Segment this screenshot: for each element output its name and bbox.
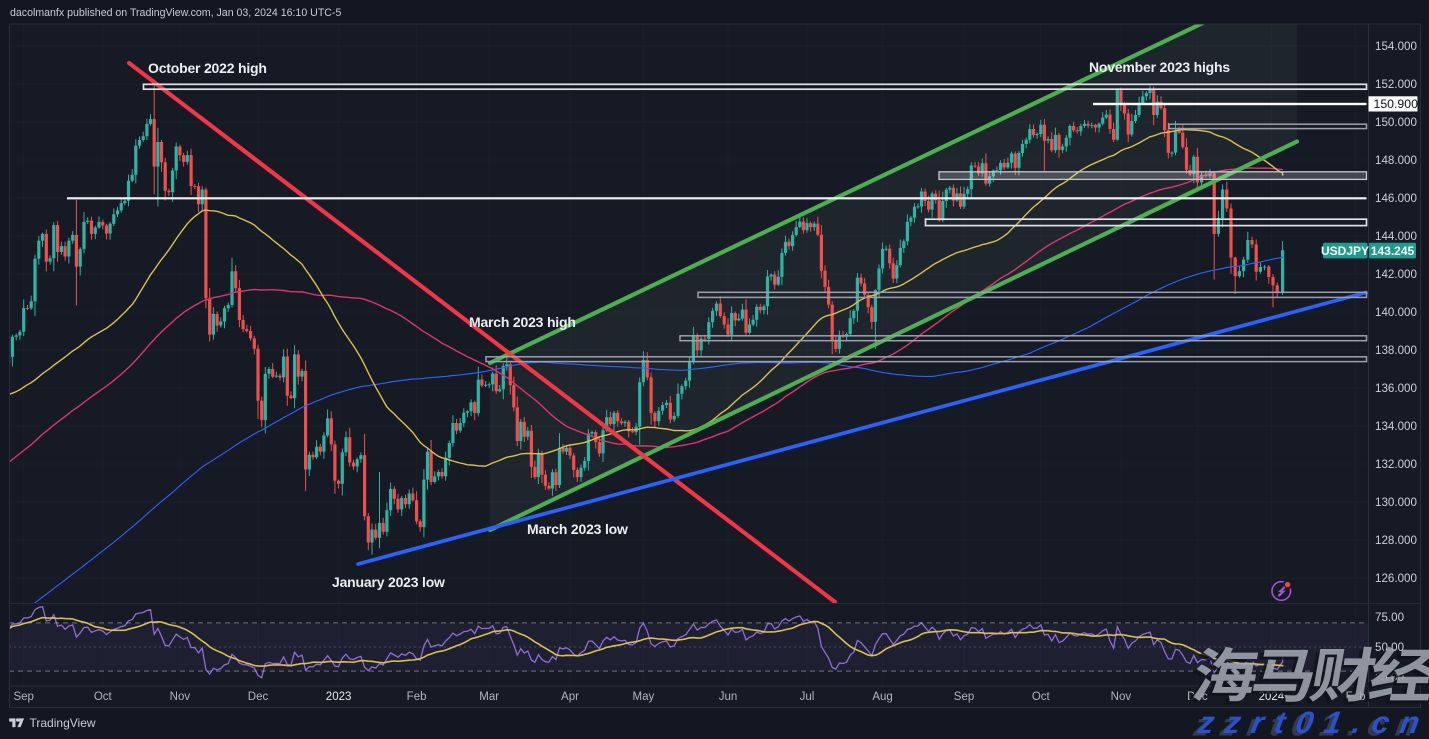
svg-text:Sep: Sep xyxy=(13,691,33,703)
svg-text:zzrt01.cn: zzrt01.cn xyxy=(1190,708,1429,739)
svg-text:May: May xyxy=(633,691,655,703)
svg-text:Jun: Jun xyxy=(719,691,738,703)
svg-text:March 2023 high: March 2023 high xyxy=(469,314,576,330)
svg-text:152.000: 152.000 xyxy=(1375,78,1417,91)
svg-text:Mar: Mar xyxy=(479,691,499,703)
svg-text:142.000: 142.000 xyxy=(1375,268,1417,281)
svg-text:126.000: 126.000 xyxy=(1375,572,1417,585)
svg-text:154.000: 154.000 xyxy=(1375,40,1417,53)
svg-text:Dec: Dec xyxy=(248,691,269,703)
svg-text:Jul: Jul xyxy=(800,691,815,703)
svg-text:zzrt01.cn: zzrt01.cn xyxy=(1195,705,1429,739)
svg-text:132.000: 132.000 xyxy=(1375,458,1417,471)
svg-text:Nov: Nov xyxy=(170,691,191,703)
svg-text:USDJPY: USDJPY xyxy=(1321,244,1369,258)
svg-text:Feb: Feb xyxy=(407,691,427,703)
svg-text:October 2022 high: October 2022 high xyxy=(148,60,267,76)
svg-text:March 2023 low: March 2023 low xyxy=(527,521,628,537)
svg-text:138.000: 138.000 xyxy=(1375,344,1417,357)
svg-text:150.900: 150.900 xyxy=(1374,97,1419,111)
svg-text:January 2023 low: January 2023 low xyxy=(332,574,445,590)
svg-text:2024: 2024 xyxy=(1259,691,1285,703)
svg-text:Sep: Sep xyxy=(954,691,974,703)
svg-text:Oct: Oct xyxy=(1032,691,1051,703)
svg-text:November 2023 highs: November 2023 highs xyxy=(1089,59,1230,75)
svg-text:dacolmanfx published on Tradin: dacolmanfx published on TradingView.com,… xyxy=(10,7,341,19)
svg-text:144.000: 144.000 xyxy=(1375,230,1417,243)
svg-text:148.000: 148.000 xyxy=(1375,154,1417,167)
svg-text:130.000: 130.000 xyxy=(1375,496,1417,509)
svg-text:Oct: Oct xyxy=(94,691,113,703)
svg-text:75.00: 75.00 xyxy=(1375,611,1404,624)
svg-text:150.000: 150.000 xyxy=(1375,116,1417,129)
svg-text:Nov: Nov xyxy=(1111,691,1132,703)
svg-text:146.000: 146.000 xyxy=(1375,192,1417,205)
svg-text:140.000: 140.000 xyxy=(1375,306,1417,319)
svg-text:136.000: 136.000 xyxy=(1375,382,1417,395)
svg-text:128.000: 128.000 xyxy=(1375,534,1417,547)
svg-text:143.245: 143.245 xyxy=(1371,244,1415,258)
svg-text:Aug: Aug xyxy=(872,691,892,703)
svg-text:Apr: Apr xyxy=(561,691,579,703)
svg-text:2023: 2023 xyxy=(326,691,352,703)
svg-text:TradingView: TradingView xyxy=(30,716,96,730)
svg-text:134.000: 134.000 xyxy=(1375,420,1417,433)
